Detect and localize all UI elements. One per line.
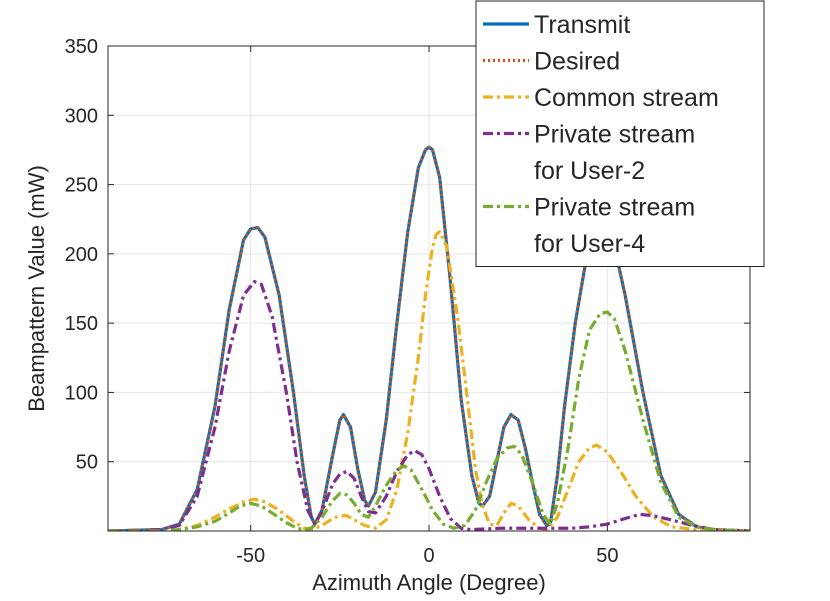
y-tick-label: 250: [65, 175, 98, 197]
series-line-5: [108, 310, 750, 531]
y-tick-label: 50: [76, 452, 98, 474]
y-tick-label: 100: [65, 382, 98, 404]
legend-label-2: Desired: [534, 48, 620, 76]
y-axis-label: Beampattern Value (mW): [24, 165, 49, 412]
legend-label-4: Private stream for User-2: [534, 121, 695, 186]
x-tick-label: 0: [423, 545, 434, 567]
legend-label-5: Private stream for User-4: [534, 194, 695, 259]
legend: Transmit Desired Common stream Private stre…: [475, 0, 765, 267]
x-tick-label: 50: [596, 545, 618, 567]
tick-labels: -50 0 50 50 100 150 200 250 300 350: [65, 36, 619, 567]
x-axis-label: Azimuth Angle (Degree): [312, 570, 546, 595]
x-tick-label: -50: [236, 545, 265, 567]
y-tick-label: 200: [65, 244, 98, 266]
y-tick-label: 150: [65, 313, 98, 335]
y-tick-label: 300: [65, 105, 98, 127]
legend-label-3: Common stream: [534, 84, 719, 112]
series-line-4: [108, 279, 750, 531]
legend-label-1: Transmit: [534, 11, 630, 39]
y-tick-label: 350: [65, 36, 98, 58]
legend-box: [475, 0, 765, 267]
series-line-3: [108, 230, 750, 531]
